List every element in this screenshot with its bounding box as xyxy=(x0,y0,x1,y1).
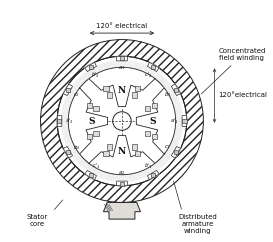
Circle shape xyxy=(40,39,203,203)
Text: $c'_2$: $c'_2$ xyxy=(144,71,152,80)
Text: $c_2$: $c_2$ xyxy=(73,91,80,99)
Polygon shape xyxy=(103,203,141,219)
Polygon shape xyxy=(68,88,108,154)
Bar xyxy=(93,106,99,111)
Text: $b_2$: $b_2$ xyxy=(73,143,80,152)
Bar xyxy=(107,144,112,150)
Bar xyxy=(152,134,157,139)
Bar xyxy=(132,144,137,150)
Bar xyxy=(174,88,178,92)
Bar xyxy=(66,150,70,154)
Polygon shape xyxy=(89,67,155,107)
Text: S: S xyxy=(88,116,95,126)
Wedge shape xyxy=(40,39,203,203)
Bar xyxy=(89,65,93,69)
Polygon shape xyxy=(147,62,159,72)
Polygon shape xyxy=(85,170,96,180)
Text: 120°electrical: 120°electrical xyxy=(218,92,267,98)
Polygon shape xyxy=(116,56,127,61)
Bar xyxy=(66,88,70,92)
Text: N: N xyxy=(118,147,126,156)
Bar xyxy=(87,103,92,108)
Circle shape xyxy=(62,61,182,181)
Polygon shape xyxy=(57,115,62,127)
Bar xyxy=(120,182,124,186)
Text: Stator
core: Stator core xyxy=(26,213,48,227)
Bar xyxy=(107,92,112,98)
Text: $b'_1$: $b'_1$ xyxy=(144,162,153,171)
Bar xyxy=(145,131,150,136)
Polygon shape xyxy=(147,170,159,180)
Bar xyxy=(145,106,150,111)
Text: $a_1$: $a_1$ xyxy=(118,65,126,72)
Bar xyxy=(151,65,155,69)
Circle shape xyxy=(113,112,131,130)
Polygon shape xyxy=(116,181,127,186)
Text: $b'_2$: $b'_2$ xyxy=(91,71,100,80)
Polygon shape xyxy=(136,88,176,154)
Circle shape xyxy=(68,67,176,175)
Bar xyxy=(151,173,155,177)
Text: 120° electrical: 120° electrical xyxy=(96,23,148,29)
Polygon shape xyxy=(171,146,181,158)
Text: Distributed
armature
winding: Distributed armature winding xyxy=(179,213,217,234)
Text: Concentrated
field winding: Concentrated field winding xyxy=(201,48,266,94)
Polygon shape xyxy=(171,84,181,96)
Text: $a'_2$: $a'_2$ xyxy=(65,116,74,126)
Bar xyxy=(89,173,93,177)
Text: $a_2$: $a_2$ xyxy=(118,170,126,177)
Text: $c_1$: $c_1$ xyxy=(164,143,171,151)
Bar xyxy=(152,103,157,108)
Bar xyxy=(174,150,178,154)
Bar xyxy=(103,151,109,156)
Polygon shape xyxy=(182,115,186,127)
Text: $a'_1$: $a'_1$ xyxy=(170,116,179,126)
Text: $c'_1$: $c'_1$ xyxy=(91,162,100,171)
Bar xyxy=(120,56,124,60)
Bar xyxy=(57,119,61,123)
Text: $b_1$: $b_1$ xyxy=(164,90,171,99)
Polygon shape xyxy=(85,62,96,72)
Bar xyxy=(132,92,137,98)
Text: S: S xyxy=(149,116,156,126)
Bar xyxy=(135,151,140,156)
Text: N: N xyxy=(118,86,126,95)
Bar xyxy=(103,86,109,91)
Bar xyxy=(135,86,140,91)
Polygon shape xyxy=(89,135,155,175)
Polygon shape xyxy=(63,84,73,96)
Bar xyxy=(93,131,99,136)
Polygon shape xyxy=(63,146,73,158)
Bar xyxy=(182,119,186,123)
Bar xyxy=(87,134,92,139)
